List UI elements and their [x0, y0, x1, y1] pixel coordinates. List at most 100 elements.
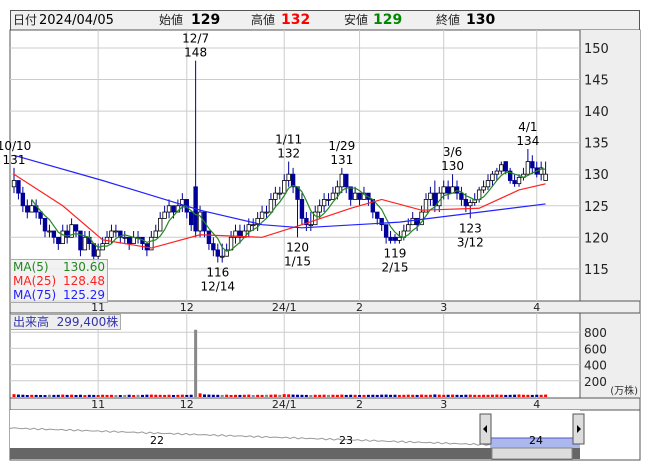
candle-body: [348, 186, 353, 200]
candle-body: [277, 192, 282, 195]
volume-bar: [482, 394, 486, 397]
ma25-label: MA(25): [13, 274, 57, 288]
annotation-price: 120: [286, 240, 309, 254]
volume-bar: [198, 393, 202, 397]
candle-body: [344, 173, 349, 188]
volume-bar: [322, 394, 326, 397]
volume-bar: [282, 394, 286, 397]
volume-bar: [167, 394, 171, 397]
candle-body: [237, 230, 243, 238]
volume-bar: [517, 394, 521, 397]
volume-bar: [495, 394, 499, 397]
high-value: 132: [281, 12, 311, 28]
candle-body: [78, 230, 83, 251]
volume-bars: [12, 329, 548, 397]
price-tick-label: 150: [584, 42, 609, 57]
annotation-date: 3/12: [457, 235, 484, 249]
volume-bar: [318, 394, 322, 397]
candle-body: [432, 192, 438, 207]
candle-body: [290, 173, 296, 188]
high-label: 高値: [251, 13, 276, 27]
volume-bar: [389, 394, 393, 397]
candle-body: [149, 236, 154, 251]
volume-bar: [145, 394, 149, 397]
candle-body: [468, 202, 473, 207]
candle-body: [38, 211, 43, 219]
navigator-year-label: 24: [529, 434, 543, 447]
volume-bar: [216, 394, 220, 397]
candle-body: [64, 230, 70, 238]
volume-bar: [30, 394, 34, 397]
candle-body: [166, 205, 172, 213]
candle-body: [494, 170, 500, 175]
volume-bar: [521, 394, 525, 397]
candle-body: [47, 230, 52, 233]
volume-bar: [16, 394, 20, 397]
volume-bar: [411, 394, 415, 397]
annotation-date: 10/10: [0, 139, 31, 153]
volume-bar: [47, 394, 51, 397]
volume-bar: [335, 394, 339, 397]
volume-bar: [154, 394, 158, 397]
volume-tick-label: 400: [584, 359, 607, 373]
volume-bar: [78, 394, 82, 397]
chevron-left-icon: [483, 425, 487, 433]
candle-body: [282, 180, 287, 194]
candle-body: [476, 189, 482, 200]
candle-body: [326, 199, 331, 201]
volume-bar: [132, 394, 136, 397]
volume-bar: [194, 329, 198, 397]
volume-bar: [136, 394, 140, 397]
open-label: 始値: [159, 13, 184, 27]
volume-bar: [56, 394, 60, 397]
volume-bar: [74, 394, 78, 397]
volume-bar: [513, 394, 517, 397]
candle-body: [419, 211, 424, 226]
navigator[interactable]: 22 23 24: [9, 410, 585, 460]
volume-bar: [530, 394, 534, 397]
volume-bar: [34, 394, 38, 397]
candle-body: [503, 161, 508, 172]
candle-body: [286, 173, 291, 181]
ma25-line: [13, 173, 546, 249]
candle-body: [162, 211, 167, 219]
volume-bar: [25, 394, 29, 397]
candle-body: [388, 236, 393, 241]
volume-bar: [123, 394, 127, 397]
candle-body: [357, 192, 362, 200]
ma75-label: MA(75): [13, 288, 57, 302]
candle-body: [428, 192, 433, 200]
candle-body: [273, 192, 278, 200]
volume-bar: [353, 394, 357, 397]
candle-body: [454, 186, 460, 194]
volume-bar: [327, 394, 331, 397]
volume-bar: [220, 394, 224, 397]
candle-body: [60, 230, 65, 245]
annotation-price: 148: [184, 46, 207, 60]
price-tick-label: 130: [584, 168, 609, 183]
volume-bar: [70, 394, 74, 397]
candle-body: [251, 224, 256, 227]
candle-body: [91, 243, 96, 257]
volume-bar: [309, 394, 313, 397]
volume-bar: [225, 394, 229, 397]
volume-bar: [349, 394, 353, 397]
volume-bar: [247, 394, 251, 397]
volume-bar: [114, 394, 118, 397]
candle-body: [82, 236, 88, 251]
volume-bar: [397, 394, 401, 397]
annotation-price: 123: [459, 221, 482, 235]
volume-bar: [490, 394, 494, 397]
volume-tick-label: 200: [584, 375, 607, 389]
volume-bar: [473, 394, 477, 397]
candle-body: [414, 217, 420, 226]
candle-body: [352, 192, 358, 200]
annotation-price: 116: [206, 266, 229, 280]
candle-body: [304, 217, 309, 226]
volume-bar: [238, 394, 242, 397]
volume-bar: [340, 394, 344, 397]
volume-bar: [358, 394, 362, 397]
candle-body: [206, 230, 212, 245]
scrollbar-thumb: [491, 447, 573, 460]
